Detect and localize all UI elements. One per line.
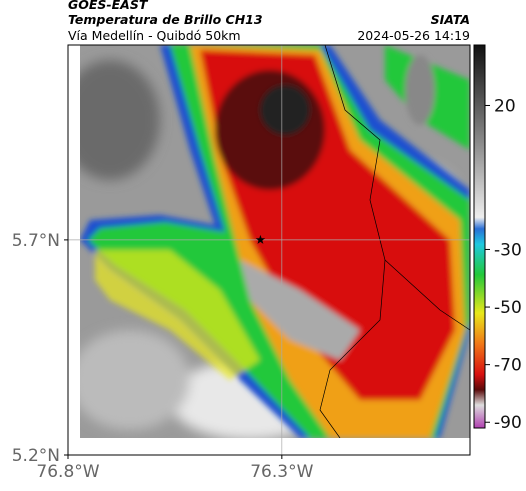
y-tick-label: 5.2°N xyxy=(12,446,60,466)
colorbar-tick-label: 20 xyxy=(494,96,516,116)
organization: SIATA xyxy=(431,12,470,27)
subtitle: Vía Medellín - Quibdó 50km xyxy=(68,28,241,43)
satellite-image xyxy=(80,45,470,438)
colorbar-tick-label: -30 xyxy=(494,240,522,260)
location-marker xyxy=(255,234,266,244)
colorbar xyxy=(473,44,486,429)
title: Temperatura de Brillo CH13 xyxy=(68,12,263,27)
colorbar-tick-label: -70 xyxy=(494,356,522,376)
x-tick-label: 76.3°W xyxy=(250,462,313,482)
y-tick-label: 5.7°N xyxy=(12,231,60,251)
colorbar-tick-label: -50 xyxy=(494,298,522,318)
x-tick-label: 76.8°W xyxy=(36,462,99,482)
map-frame xyxy=(67,44,471,456)
colorbar-tick-label: -90 xyxy=(494,413,522,433)
datetime: 2024-05-26 14:19 xyxy=(357,28,470,43)
source: GOES-EAST xyxy=(68,0,149,12)
